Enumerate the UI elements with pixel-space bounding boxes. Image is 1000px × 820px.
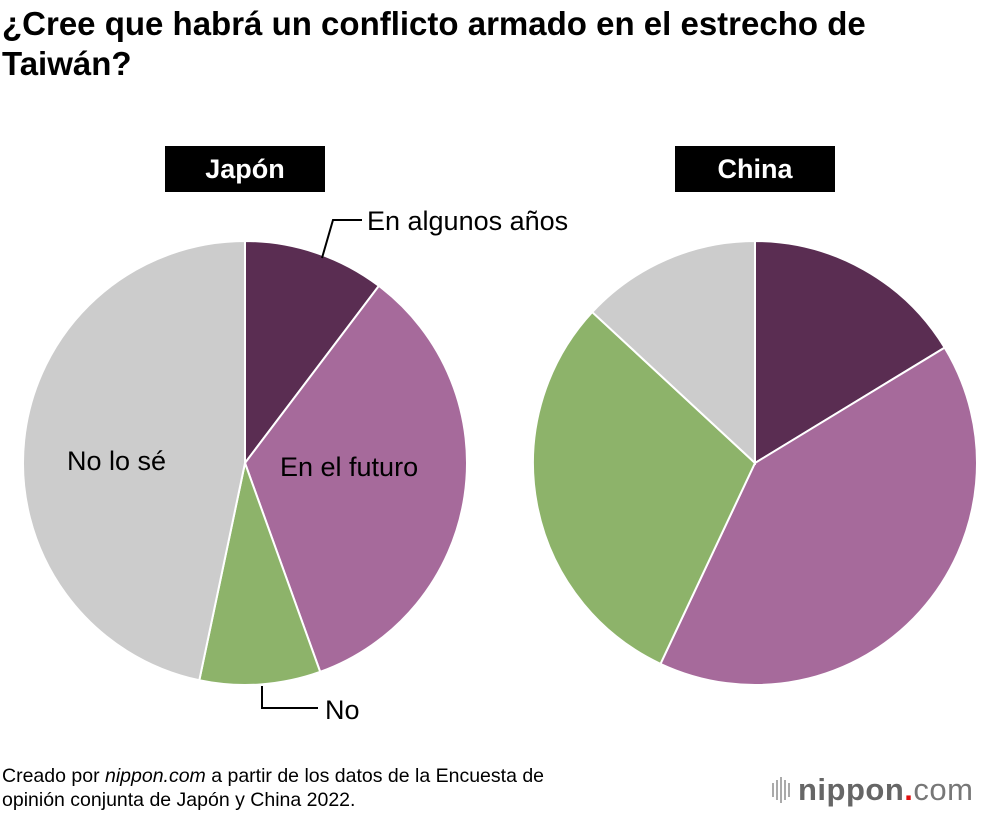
leader-line-en-algunos-anos <box>321 219 362 259</box>
source-site: nippon.com <box>104 765 206 787</box>
source-note: Creado por nippon.com a partir de los da… <box>2 764 544 812</box>
label-no-lo-se: No lo sé <box>67 446 166 476</box>
source-prefix: Creado por <box>2 765 105 787</box>
label-no: No <box>325 695 360 725</box>
nippon-logo: nippon.com <box>772 772 974 808</box>
china-pie-title: China <box>675 146 835 192</box>
slice-en-el-futuro <box>243 284 468 674</box>
slice-en-algunos-anos <box>754 239 947 465</box>
slice-en-algunos-anos <box>244 239 381 466</box>
slice-no <box>198 459 322 686</box>
source-line2: opinión conjunta de Japón y China 2022. <box>2 789 356 811</box>
china-pie <box>532 239 978 686</box>
leader-line-no <box>261 686 318 709</box>
label-en-el-futuro: En el futuro <box>280 452 418 482</box>
chart-title: ¿Cree que habrá un conflicto armado en e… <box>2 5 866 82</box>
label-en-algunos-anos: En algunos años <box>367 206 568 236</box>
japan-pie <box>22 239 468 686</box>
slice-no <box>532 310 757 666</box>
source-suffix: a partir de los datos de la Encuesta de <box>205 765 545 787</box>
slice-no-lo-se <box>22 239 246 682</box>
slice-en-el-futuro <box>659 346 978 686</box>
japan-pie-title: Japón <box>165 146 325 192</box>
logo-bars-icon <box>772 777 790 803</box>
slice-no-lo-se <box>590 239 756 466</box>
